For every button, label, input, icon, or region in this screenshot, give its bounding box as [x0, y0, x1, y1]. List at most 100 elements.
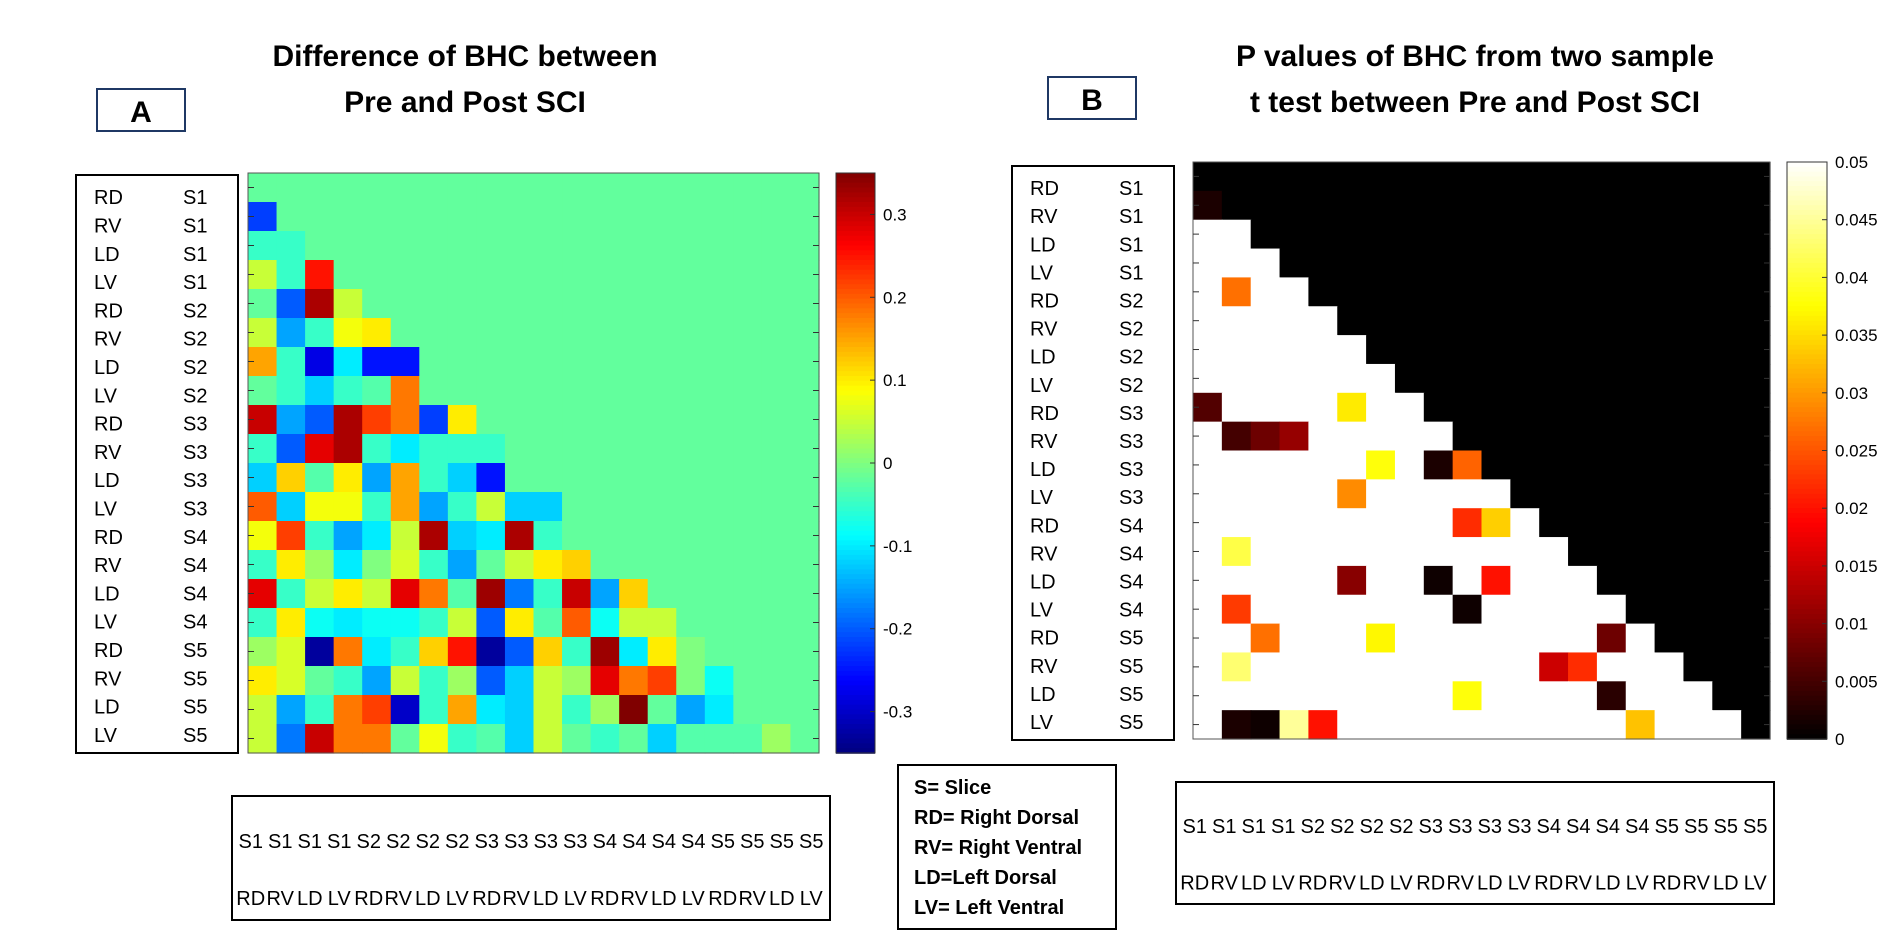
colorbar-tick-label: 0.035 — [1835, 326, 1878, 345]
colorbar-segment — [1787, 724, 1827, 731]
heatmap-cell — [1654, 190, 1685, 221]
heatmap-cell — [590, 231, 620, 261]
heatmap-cell — [1423, 681, 1454, 711]
heatmap-cell — [1712, 450, 1742, 480]
legend-line-1: S= Slice — [914, 777, 991, 799]
colorbar-segment — [1787, 335, 1827, 341]
heatmap-cell — [1308, 162, 1338, 192]
heatmap-cell — [1654, 306, 1685, 336]
colorbar-tick-label: 0.03 — [1835, 384, 1868, 403]
colorbar-segment — [836, 598, 875, 604]
heatmap-cell — [619, 463, 649, 493]
heatmap-cell — [1452, 565, 1483, 596]
colorbar-segment — [836, 332, 875, 339]
heatmap-cell — [476, 289, 506, 319]
heatmap-cell — [447, 376, 477, 406]
colorbar-segment — [1787, 315, 1827, 322]
row-label-region: RD — [94, 300, 123, 322]
row-label-region: LD — [94, 697, 120, 719]
heatmap-cell — [533, 724, 563, 754]
heatmap-cell — [676, 550, 706, 580]
col-label-slice: S5 — [1684, 816, 1708, 838]
heatmap-cell — [647, 318, 677, 348]
heatmap-cell — [305, 173, 335, 203]
heatmap-cell — [1568, 219, 1598, 250]
heatmap-cell — [1250, 392, 1281, 423]
heatmap-cell — [562, 637, 592, 667]
colorbar-segment — [1787, 546, 1827, 553]
col-label-slice: S2 — [1389, 816, 1413, 838]
heatmap-cell — [1221, 248, 1252, 278]
heatmap-cell — [504, 579, 535, 609]
row-label-slice: S2 — [1119, 347, 1143, 369]
heatmap-cell — [533, 579, 563, 609]
row-label-slice: S3 — [1119, 431, 1143, 453]
heatmap-cell — [1712, 248, 1742, 278]
heatmap-cell — [419, 521, 449, 551]
heatmap-cell — [390, 173, 420, 203]
colorbar-segment — [836, 690, 875, 696]
heatmap-cell — [1308, 565, 1338, 596]
heatmap-cell — [333, 695, 363, 725]
heatmap-cell — [1250, 450, 1281, 480]
legend-line-3: RV= Right Ventral — [914, 837, 1082, 859]
colorbar-segment — [836, 472, 875, 479]
heatmap-cell — [1683, 219, 1713, 250]
row-label-slice: S4 — [1119, 600, 1143, 622]
row-label-region: LD — [94, 357, 120, 379]
heatmap-cell — [1683, 392, 1713, 423]
heatmap-cell — [761, 318, 792, 348]
row-label-region: LV — [94, 385, 118, 407]
heatmap-cell — [1568, 537, 1598, 567]
heatmap-cell — [476, 376, 506, 406]
colorbar-segment — [1787, 594, 1827, 601]
col-label-region: RD — [1180, 872, 1209, 894]
heatmap-cell — [676, 492, 706, 522]
heatmap-cell — [333, 666, 363, 696]
heatmap-cell — [1366, 623, 1396, 654]
colorbar-segment — [836, 202, 875, 208]
heatmap-cell — [390, 231, 420, 261]
heatmap-cell — [1596, 710, 1627, 740]
heatmap-cell — [1712, 594, 1742, 625]
heatmap-cell — [1366, 392, 1396, 423]
heatmap-cell — [419, 405, 449, 435]
colorbar-tick-label: 0 — [883, 454, 892, 473]
panel-b-title-line2: t test between Pre and Post SCI — [1250, 86, 1700, 119]
col-label-slice: S3 — [534, 831, 558, 853]
colorbar-segment — [1787, 455, 1827, 461]
heatmap-cell — [419, 173, 449, 203]
heatmap-cell — [1654, 623, 1685, 654]
col-label-slice: S1 — [1183, 816, 1207, 838]
heatmap-cell — [1596, 162, 1627, 192]
heatmap-cell — [333, 608, 363, 638]
colorbar-tick-label: 0.01 — [1835, 615, 1868, 634]
colorbar-segment — [1787, 445, 1827, 452]
heatmap-cell — [676, 463, 706, 493]
heatmap-cell — [704, 347, 734, 377]
heatmap-cell — [647, 231, 677, 261]
heatmap-cell — [676, 579, 706, 609]
heatmap-cell — [1481, 306, 1511, 336]
heatmap-cell — [362, 695, 392, 725]
colorbar-segment — [836, 738, 875, 745]
colorbar-segment — [836, 380, 875, 387]
heatmap-cell — [1279, 652, 1309, 682]
col-label-region: RV — [1447, 872, 1475, 894]
heatmap-cell — [1510, 565, 1540, 596]
heatmap-cell — [1712, 537, 1742, 567]
heatmap-cell — [1366, 508, 1396, 538]
heatmap-cell — [1394, 392, 1425, 423]
colorbar-segment — [836, 583, 875, 590]
heatmap-cell — [362, 289, 392, 319]
heatmap-cell — [1596, 363, 1627, 394]
heatmap-cell — [1308, 335, 1338, 365]
heatmap-cell — [1452, 623, 1483, 654]
heatmap-cell — [1712, 162, 1742, 192]
legend-line-4: LD=Left Dorsal — [914, 867, 1057, 889]
heatmap-cell — [333, 260, 363, 290]
heatmap-cell — [1510, 710, 1540, 740]
heatmap-cell — [1539, 421, 1569, 452]
heatmap-cell — [1539, 652, 1569, 682]
heatmap-cell — [1539, 219, 1569, 250]
